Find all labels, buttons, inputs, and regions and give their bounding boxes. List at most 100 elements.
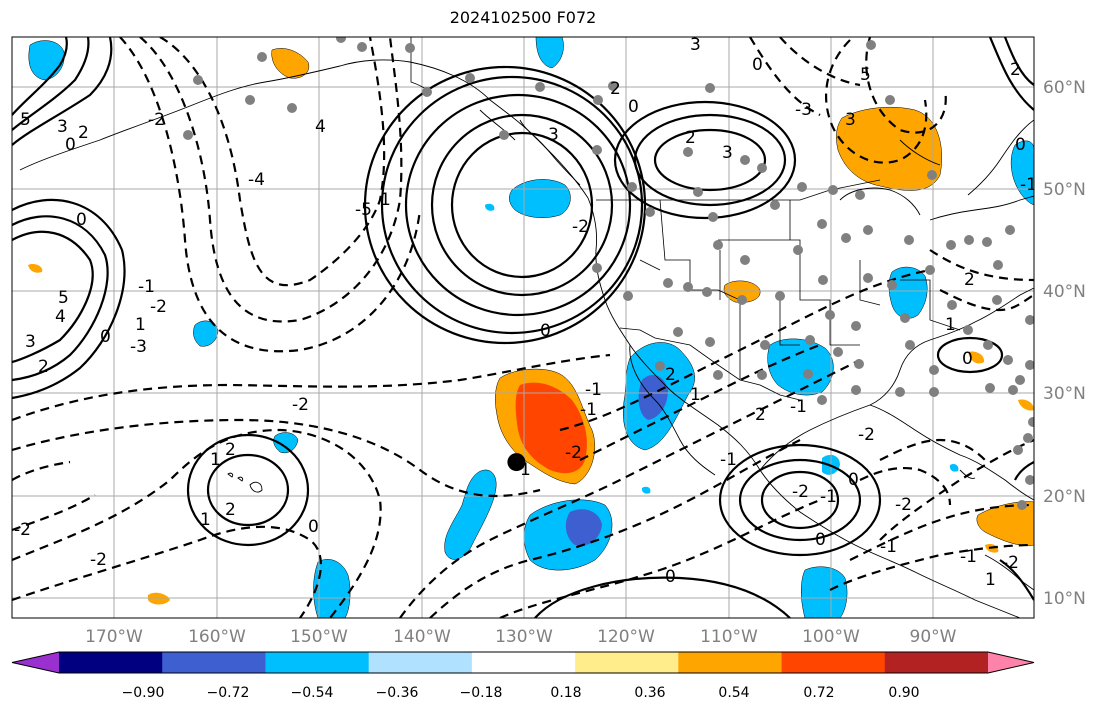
contour-label: 2 [225, 440, 236, 460]
lon-label: 120°W [597, 627, 655, 647]
lon-label: 170°W [85, 627, 143, 647]
contour-label: 2 [665, 365, 676, 385]
contour-label: -2 [292, 395, 309, 415]
shade-orange [28, 263, 43, 273]
lat-label: 20°N [1043, 487, 1086, 507]
contour-label: 1 [210, 450, 221, 470]
contour-label: 1 [200, 510, 211, 530]
lat-label: 50°N [1043, 180, 1086, 200]
colorbar-tick-label: 0.72 [803, 685, 834, 701]
contour-label: 0 [665, 567, 676, 587]
contour-label: -1 [880, 537, 897, 557]
colorbar-tick-label: −0.18 [460, 685, 503, 701]
shade-light-blue [801, 566, 848, 618]
colorbar-tick-label: 0.54 [718, 685, 749, 701]
contour-label: 1 [520, 460, 531, 480]
contour-label: 3 [57, 117, 68, 137]
contour-label: 1 [380, 190, 391, 210]
contour-label: -2 [90, 550, 107, 570]
contour-label: -2 [148, 110, 165, 130]
contour-label: 2 [610, 79, 621, 99]
contour-label: 1 [945, 315, 956, 335]
contour-label: -2 [150, 297, 167, 317]
shade-light-blue [509, 179, 571, 218]
grid-lines [12, 37, 1034, 618]
contour-label: 0 [65, 135, 76, 155]
contour-label: -2 [14, 520, 31, 540]
colorbar-segment [575, 652, 679, 673]
lon-label: 140°W [393, 627, 451, 647]
contour-label: 1 [690, 385, 701, 405]
shade-light-blue [485, 203, 495, 211]
contour-label: 1 [135, 315, 146, 335]
shade-orange [976, 501, 1034, 546]
storm-center-marker[interactable] [507, 453, 526, 472]
contour-label: 2 [685, 128, 696, 148]
contour-label: 3 [722, 143, 733, 163]
colorbar-tick-label: 0.36 [634, 685, 665, 701]
contour-label: -1 [138, 277, 155, 297]
station-dots [183, 37, 1034, 510]
contour-label: 5 [58, 288, 69, 308]
shade-light-blue [193, 320, 219, 347]
shade-blue [638, 375, 668, 420]
shading-layer [28, 37, 1034, 618]
contour-label: 5 [20, 110, 31, 130]
contours-dashed [12, 37, 1034, 618]
contour-label: 4 [55, 307, 66, 327]
lon-labels: 170°W 160°W 150°W 140°W 130°W 120°W 110°… [85, 627, 957, 647]
lat-label: 30°N [1043, 384, 1086, 404]
contour-label: -1 [720, 450, 737, 470]
contour-label: -2 [572, 217, 589, 237]
colorbar-tick-label: 0.18 [550, 685, 581, 701]
shade-red [515, 382, 587, 474]
contour-label: -2 [858, 425, 875, 445]
contour-label: -1 [1020, 175, 1037, 195]
lon-label: 90°W [910, 627, 957, 647]
colorbar-segment [678, 652, 783, 673]
colorbar-segment [162, 652, 266, 673]
contour-label: -2 [895, 495, 912, 515]
contour-label: -2 [1002, 553, 1019, 573]
map-frame [11, 36, 1035, 619]
contour-label: -1 [790, 397, 807, 417]
contour-label: 1 [985, 570, 996, 590]
colorbar-tick-label: −0.72 [207, 685, 250, 701]
lon-label: 100°W [802, 627, 860, 647]
contour-label: 2 [225, 500, 236, 520]
shade-orange [836, 106, 942, 191]
contour-label: -3 [795, 100, 812, 120]
colorbar-segment [471, 652, 576, 673]
lon-label: 160°W [188, 627, 246, 647]
colorbar-segment [781, 652, 886, 673]
contour-label: 2 [38, 357, 49, 377]
contour-label: 3 [548, 125, 559, 145]
contour-label: 0 [308, 517, 319, 537]
contour-label: 0 [848, 470, 859, 490]
contour-label: -2 [792, 482, 809, 502]
contour-label: -1 [585, 380, 602, 400]
contour-label: 0 [628, 97, 639, 117]
contour-label: 0 [752, 55, 763, 75]
colorbar-extend-high [988, 652, 1034, 673]
colorbar-outline [11, 651, 1035, 674]
colorbar-ticks: −0.90 −0.72 −0.54 −0.36 −0.18 0.18 0.36 … [122, 685, 920, 701]
contour-labels: 5 3 2 0 -2 4 3 2 0 3 2 0 3 -3 5 3 1 -4 -… [14, 37, 1037, 590]
political-borders [410, 37, 961, 401]
lat-labels: 60°N 50°N 40°N 30°N 20°N 10°N [1043, 78, 1086, 609]
shade-orange [148, 592, 170, 605]
contour-label: 2 [755, 405, 766, 425]
colorbar-segment [59, 652, 163, 673]
lon-label: 110°W [700, 627, 758, 647]
contour-label: 0 [815, 530, 826, 550]
contour-label: -1 [580, 400, 597, 420]
contour-label: 4 [315, 117, 326, 137]
contour-label: 2 [1010, 60, 1021, 80]
colorbar-segment [368, 652, 473, 673]
colorbar-tick-label: −0.54 [291, 685, 334, 701]
lat-label: 60°N [1043, 78, 1086, 98]
colorbar-extend-low [12, 652, 59, 673]
map-title: 2024102500 F072 [449, 8, 597, 27]
shade-orange [968, 351, 985, 364]
contour-label: 0 [100, 327, 111, 347]
